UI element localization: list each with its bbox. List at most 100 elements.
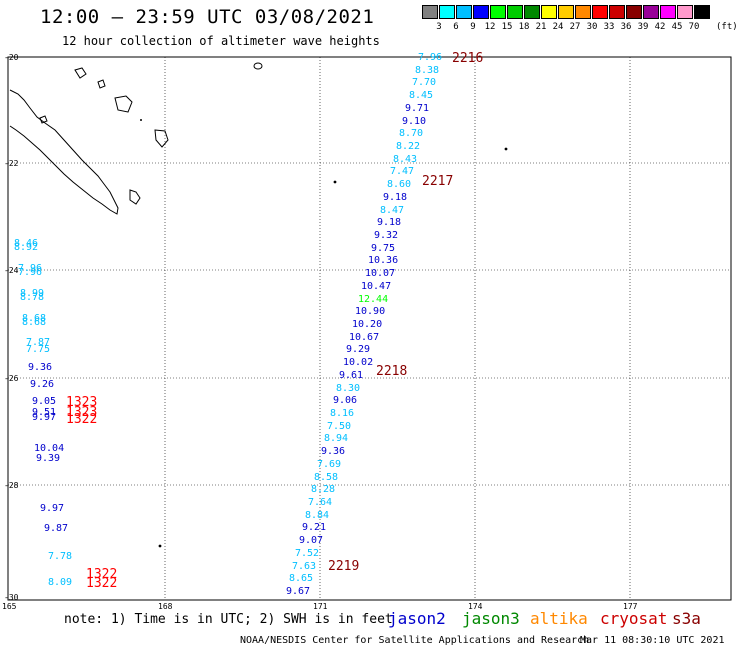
wave-height-value: 8.60 — [387, 179, 412, 190]
wave-height-value: 9.26 — [30, 379, 55, 390]
legend-label: 45 — [671, 22, 683, 32]
legend-swatch — [558, 5, 574, 19]
legend-swatch — [422, 5, 438, 19]
legend-label: 27 — [569, 22, 581, 32]
wave-height-value: 8.94 — [324, 433, 349, 444]
lon-tick-label: 168 — [158, 602, 173, 611]
wave-height-value: 12.44 — [358, 294, 389, 305]
track-time-label: 1322 — [86, 567, 118, 582]
wave-height-value: 7.50 — [327, 421, 352, 432]
wave-height-value: 8.70 — [399, 128, 424, 139]
wave-height-value: 9.32 — [374, 230, 399, 241]
legend-label: 33 — [603, 22, 615, 32]
wave-height-value: 10.20 — [352, 319, 383, 330]
wave-height-value: 8.43 — [393, 154, 418, 165]
legend-label: 36 — [620, 22, 632, 32]
wave-height-value: 8.45 — [409, 90, 434, 101]
wave-height-value: 9.67 — [286, 586, 311, 597]
track-time-label: 2217 — [422, 174, 454, 189]
wave-height-value: 9.75 — [371, 243, 396, 254]
wave-height-value: 7.69 — [317, 459, 342, 470]
legend-swatch — [660, 5, 676, 19]
wave-height-value: 9.97 — [40, 503, 65, 514]
lat-grid — [8, 162, 731, 486]
legend-label: 12 — [484, 22, 496, 32]
wave-height-value: 9.10 — [402, 116, 427, 127]
wave-height-value: 7.70 — [412, 77, 437, 88]
wave-height-value: 9.07 — [299, 535, 324, 546]
wave-height-value: 8.78 — [20, 292, 45, 303]
legend-swatch — [609, 5, 625, 19]
wave-height-value: 7.96 — [18, 263, 43, 274]
legend-swatch — [643, 5, 659, 19]
wave-height-value: 7.52 — [295, 548, 320, 559]
wave-height-value: 9.36 — [28, 362, 53, 373]
lat-tick-label: -24 — [4, 266, 19, 275]
legend-swatch — [490, 5, 506, 19]
wave-height-value: 8.84 — [305, 510, 330, 521]
wave-height-value: 8.65 — [289, 573, 314, 584]
map-frame — [7, 56, 732, 601]
wave-height-value: 8.46 — [14, 238, 39, 249]
wave-height-value: 9.61 — [339, 370, 364, 381]
legend-swatch — [694, 5, 710, 19]
track-time-label: 1323 — [66, 395, 98, 410]
satellite-jason2: jason2 — [388, 609, 446, 628]
wave-height-value: 7.87 — [26, 337, 51, 348]
wave-height-value: 7.64 — [308, 497, 333, 508]
lat-tick-label: -22 — [4, 159, 19, 168]
legend-unit: (ft) — [716, 22, 738, 32]
lon-tick-label: 171 — [313, 602, 328, 611]
legend-swatch — [575, 5, 591, 19]
wave-height-value: 9.39 — [36, 453, 61, 464]
page-subtitle: 12 hour collection of altimeter wave hei… — [62, 34, 380, 48]
wave-height-value: 9.05 — [32, 396, 57, 407]
wave-height-value: 9.71 — [405, 103, 430, 114]
wave-height-value: 8.30 — [336, 383, 361, 394]
legend-label: 15 — [501, 22, 513, 32]
timestamp: Mar 11 08:30:10 UTC 2021 — [580, 635, 725, 646]
wave-height-value: 10.67 — [349, 332, 380, 343]
satellite-altika: altika — [530, 609, 588, 628]
legend-label: 42 — [654, 22, 666, 32]
wave-height-value: 8.99 — [20, 288, 45, 299]
legend-swatch — [439, 5, 455, 19]
track-time-label: 2216 — [452, 51, 484, 66]
lat-tick-label: -26 — [4, 374, 19, 383]
wave-height-value: 8.47 — [380, 205, 405, 216]
legend-label: 3 — [436, 22, 442, 32]
legend-swatch — [677, 5, 693, 19]
lon-tick-label: 165 — [2, 602, 17, 611]
wave-height-value: 8.28 — [311, 484, 336, 495]
wave-height-value: 9.36 — [321, 446, 346, 457]
wave-height-value: 9.21 — [302, 522, 327, 533]
legend-swatch — [507, 5, 523, 19]
wave-height-value: 7.47 — [390, 166, 415, 177]
legend-swatch — [473, 5, 489, 19]
lon-tick-label: 177 — [623, 602, 638, 611]
wave-height-value: 9.87 — [44, 523, 69, 534]
wave-height-value: 8.58 — [314, 472, 339, 483]
legend-swatch — [626, 5, 642, 19]
wave-height-value: 9.18 — [383, 192, 408, 203]
legend-swatch — [541, 5, 557, 19]
wave-height-value: 7.96 — [418, 52, 443, 63]
wave-height-value: 8.16 — [330, 408, 355, 419]
legend-swatch — [456, 5, 472, 19]
wave-height-value: 7.63 — [292, 561, 317, 572]
wave-height-value: 8.92 — [14, 242, 39, 253]
legend-label: 21 — [535, 22, 547, 32]
legend-swatch — [524, 5, 540, 19]
track-time-label: 1323 — [66, 405, 98, 420]
wave-height-value: 9.51 — [32, 407, 57, 418]
wave-height-value: 10.47 — [361, 281, 392, 292]
track-time-label: 1322 — [66, 412, 98, 427]
footer-note: note: 1) Time is in UTC; 2) SWH is in fe… — [64, 612, 393, 627]
legend-label: 24 — [552, 22, 564, 32]
wave-height-value: 9.18 — [377, 217, 402, 228]
satellite-s3a: s3a — [672, 609, 701, 628]
wave-height-value: 8.68 — [22, 317, 47, 328]
coastline — [9, 62, 263, 215]
legend-label: 6 — [453, 22, 459, 32]
